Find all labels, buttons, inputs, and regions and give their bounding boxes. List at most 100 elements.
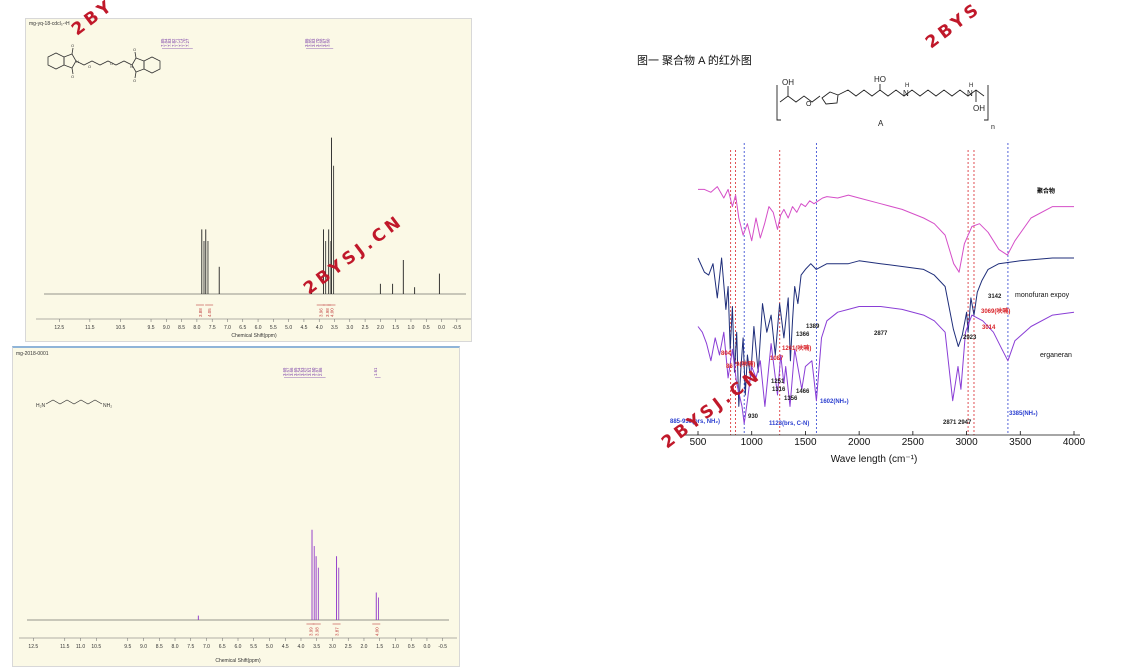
nmr2-peaklist-0-0: 3.69 [282, 367, 287, 376]
ann-1316: 1316 [772, 387, 786, 393]
nmr2-tick-label-18: 2.5 [345, 644, 352, 650]
ann-2923: 2923 [963, 335, 977, 341]
nmr-bottom-x-title: Chemical Shift(ppm) [215, 658, 261, 664]
nmr-top-molecule [47, 47, 161, 79]
nmr2-tick-label-4: 9.5 [124, 644, 131, 650]
nmr1-tick-label-5: 8.5 [178, 325, 185, 331]
nmr-top-integrals: 3.88 4.05 3.96 3.98 4.00 [195, 304, 336, 317]
nmr2-integral-0: 3.99 [308, 627, 313, 636]
nmr1-tick-label-18: 2.0 [377, 325, 384, 331]
nmr-bottom-molecule: H₂N NH₂ [36, 399, 112, 409]
ann-86: 86 [726, 364, 733, 370]
ann-1261: 1261(呋喃) [782, 344, 811, 352]
nmr2-integral-2: 3.87 [335, 627, 340, 636]
ann-885: 885-930(brs, NH₂) [670, 419, 720, 425]
series-label-erganeran: erganeran [1040, 352, 1072, 359]
nmr1-tick-label-20: 1.0 [407, 325, 414, 331]
svg-text:O: O [110, 61, 113, 66]
series-label-polymer: 聚合物 [1036, 187, 1055, 195]
nmr-top-x-axis: 12.5 11.5 10.5 9.5 9.0 8.5 8.0 7.5 7.0 6.5 6.0 5.5 5… [36, 318, 474, 331]
ann-1087: 1087 [770, 356, 784, 362]
ann-2947: 2947 [958, 420, 972, 426]
nmr2-tick-label-15: 4.0 [298, 644, 305, 650]
nmr2-tick-label-2: 11.0 [76, 644, 86, 650]
nmr-bottom-integrals: 3.99 3.98 3.87 4.00 [306, 623, 381, 636]
ir-guide-lines [730, 143, 1009, 435]
ann-3385: 3385(NH₂) [1009, 411, 1038, 417]
nmr1-tick-label-7: 7.5 [209, 325, 216, 331]
nmr-top-chart: mg-yq-18-cdcl₃-¹H O O N O O N O O 7.857.847.8… [29, 21, 474, 339]
ir-panel: 图一 聚合物 A 的红外图 OH HO OH H N H N O A n 500… [630, 40, 1120, 480]
nmr1-peaklist-1-5: 3.67 [322, 38, 327, 47]
svg-text:O: O [71, 74, 74, 79]
ir-tick-label-5: 3000 [955, 437, 978, 448]
ir-tick-label-3: 2000 [848, 437, 871, 448]
nmr1-peaklist-1-3: 3.70 [315, 38, 320, 47]
nmr2-tick-label-20: 1.5 [376, 644, 383, 650]
series-label-monofuran: monofuran expoy [1015, 292, 1070, 299]
nmr1-tick-label-21: 0.5 [423, 325, 430, 331]
molecule-right-amine: NH₂ [103, 403, 112, 409]
ir-annotations: 3142 3069(呋喃) 3014 2877 2923 1389 1366 1… [670, 294, 1038, 427]
nmr2-tick-label-7: 8.0 [172, 644, 179, 650]
nmr-bottom-peaks [27, 529, 449, 621]
ann-930: 930 [748, 414, 759, 420]
ir-series-line-2 [697, 306, 1075, 425]
nmr2-peaklist-0-1: 3.67 [286, 367, 291, 376]
nmr1-integral-0: 3.88 [198, 308, 203, 317]
nmr-top-panel: mg-yq-18-cdcl₃-¹H O O N O O N O O 7.85 7.84 7.8… [25, 18, 474, 342]
nmr1-tick-label-4: 9.0 [163, 325, 170, 331]
svg-text:N: N [76, 59, 79, 64]
nmr1-peaklist-1-2: 3.83 [311, 38, 316, 47]
nmr2-tick-label-13: 5.0 [266, 644, 273, 650]
ir-series-line-0 [698, 186, 1074, 273]
nmr2-tick-label-17: 3.0 [329, 644, 336, 650]
atom-ho: HO [874, 75, 886, 84]
polymer-structure [776, 84, 989, 121]
atom-oh-1: OH [782, 78, 794, 87]
nmr1-integral-3: 3.98 [325, 308, 330, 317]
ann-3014: 3014 [982, 325, 996, 331]
atom-n-2: N [967, 89, 973, 98]
nmr-bottom-sample-label: mg-2018-0001 [16, 351, 49, 357]
nmr1-tick-label-6: 8.0 [193, 325, 200, 331]
ann-9: 9(呋喃) [736, 360, 755, 368]
nmr1-integral-4: 4.00 [329, 308, 334, 317]
nmr2-tick-label-5: 9.0 [140, 644, 147, 650]
ann-1251: 1251 [771, 379, 785, 385]
nmr1-peaklist-1-4: 3.68 [318, 38, 323, 47]
nmr2-tick-label-23: 0.0 [423, 644, 430, 650]
nmr2-tick-label-3: 10.5 [91, 644, 101, 650]
nmr1-tick-label-22: 0.0 [438, 325, 445, 331]
nmr2-tick-label-9: 7.0 [203, 644, 210, 650]
nmr2-tick-label-14: 4.5 [282, 644, 289, 650]
atom-h-2: H [969, 83, 973, 89]
nmr2-peaklist-0-2: 3.66 [289, 367, 294, 376]
nmr1-peaklist-0-2: 7.83 [167, 38, 172, 47]
ann-1356: 1356 [784, 396, 798, 402]
ir-figure-title: 图一 聚合物 A 的红外图 [637, 55, 752, 67]
ann-1389: 1389 [806, 324, 820, 330]
nmr2-peaklist-0-6: 3.52 [304, 367, 309, 376]
ir-tick-label-2: 1500 [794, 437, 817, 448]
furan-o: O [806, 101, 812, 108]
nmr-top-molecule-atoms: O O N O O N O O [71, 43, 136, 83]
nmr1-tick-label-8: 7.0 [224, 325, 231, 331]
nmr1-tick-label-14: 4.0 [316, 325, 323, 331]
polymer-label: A [878, 119, 884, 128]
nmr-bottom-chart: mg-2018-0001 H₂N NH₂ 3.693.673.663.653.5… [16, 351, 457, 664]
nmr2-peaklist-0-10: 2.86 [318, 367, 323, 376]
ann-1366: 1366 [796, 332, 810, 338]
nmr1-integral-2: 3.96 [319, 308, 324, 317]
ir-tick-label-6: 3500 [1009, 437, 1032, 448]
nmr2-tick-label-0: 12.5 [28, 644, 38, 650]
nmr1-tick-label-15: 3.5 [331, 325, 338, 331]
nmr-top-peaks [44, 137, 466, 295]
nmr-bottom-peak-labels: 3.693.673.663.653.543.533.523.513.502.87… [282, 367, 381, 378]
svg-text:O: O [133, 47, 136, 52]
ir-series-line-1 [697, 257, 1074, 407]
nmr1-peaklist-0-1: 7.84 [164, 38, 169, 47]
molecule-left-amine: H₂N [36, 403, 46, 409]
nmr-bottom-x-axis: 12.5 11.5 11.0 10.5 9.5 9.0 8.5 8.0 7.5 7.0 6.5 6.0… [19, 637, 457, 650]
ann-1602: 1602(NH₂) [820, 399, 849, 405]
